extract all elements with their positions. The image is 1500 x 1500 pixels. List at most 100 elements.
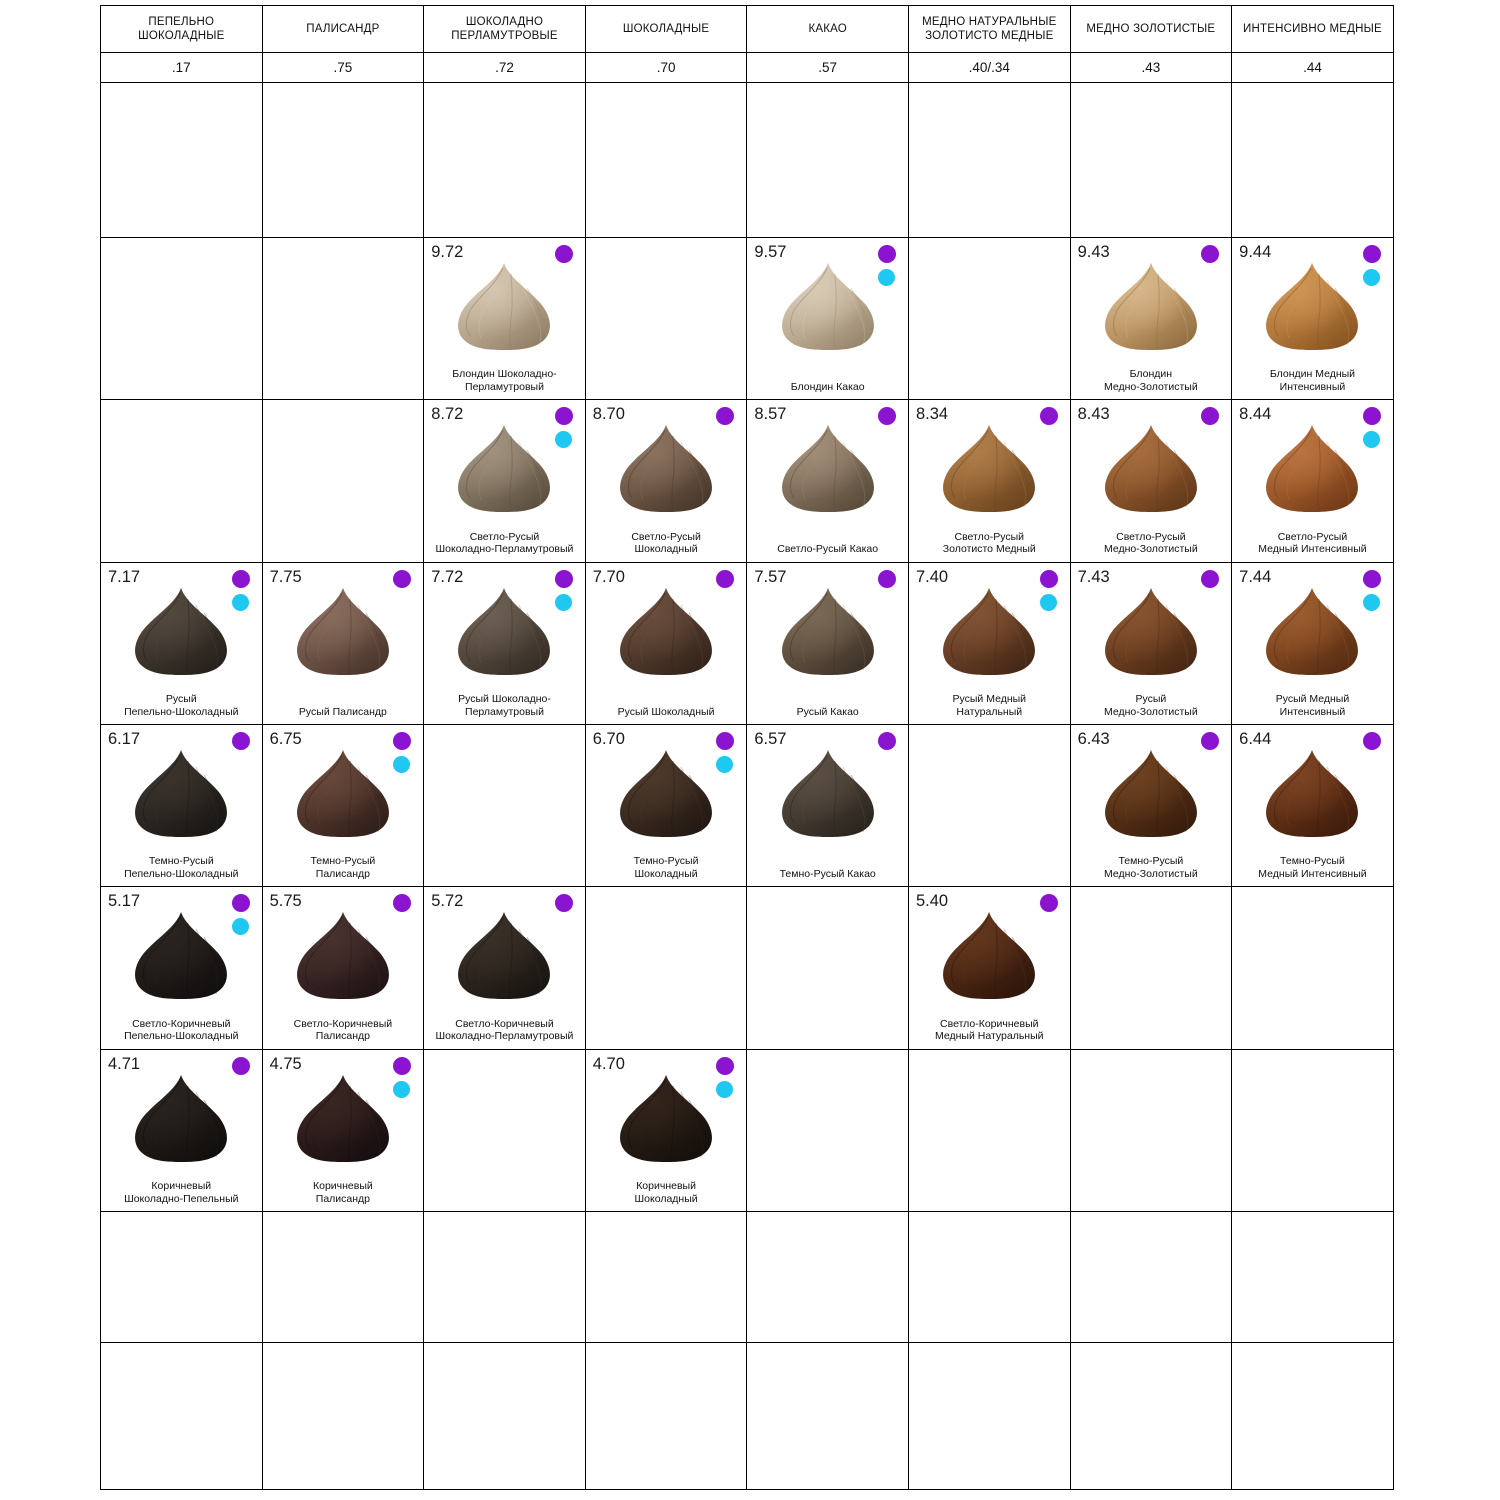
purple-marker-icon (554, 894, 573, 913)
shade-cell[interactable]: 8.57 Светло-Русый Какао (746, 399, 909, 563)
shade-cell[interactable]: 7.57 Русый Какао (746, 561, 909, 726)
shade-swatch[interactable]: 9.43 Блондин Медно-Золотистый (1071, 238, 1232, 399)
shade-swatch[interactable]: 8.57 Светло-Русый Какао (747, 400, 908, 561)
empty-cell (907, 81, 1071, 239)
shade-cell[interactable]: 8.43 Светло-Русый Медно-Золотистый (1069, 399, 1233, 563)
shade-swatch[interactable]: 5.75 Светло-Коричневый Палисандр (263, 887, 424, 1048)
shade-swatch[interactable]: 7.75 Русый Палисандр (263, 563, 424, 724)
hair-swatch-icon (458, 587, 551, 675)
shade-cell[interactable]: 9.72 Блондин Шоколадно- Перламутровый (423, 237, 586, 401)
empty-cell (1069, 81, 1233, 239)
shade-swatch[interactable]: 7.70 Русый Шоколадный (586, 563, 747, 724)
purple-marker-icon (1201, 732, 1220, 751)
shade-cell[interactable]: 8.70 Светло-Русый Шоколадный (584, 399, 748, 563)
shade-cell[interactable]: 8.34 Светло-Русый Золотисто Медный (907, 399, 1071, 563)
shade-swatch[interactable]: 5.72 Светло-Коричневый Шоколадно-Перламут… (424, 887, 585, 1048)
hair-swatch-icon (458, 425, 551, 513)
shade-swatch[interactable]: 8.70 Светло-Русый Шоколадный (586, 400, 747, 561)
empty-cell (907, 237, 1071, 401)
shade-name: Светло-Коричневый Шоколадно-Перламутровый (428, 1018, 581, 1043)
shade-cell[interactable]: 5.17 Светло-Коричневый Пепельно-Шоколадны… (100, 886, 263, 1050)
shade-name-line: Темно-Русый (633, 855, 699, 868)
empty-cell (423, 724, 586, 888)
shade-swatch[interactable]: 5.17 Светло-Коричневый Пепельно-Шоколадны… (101, 887, 262, 1048)
hair-color-chart: ПЕПЕЛЬНО ШОКОЛАДНЫЕ ПАЛИСАНДР ШОКОЛАДНО ПЕРЛ… (100, 5, 1394, 1490)
shade-swatch[interactable]: 7.17 Русый Пепельно-Шоколадный (101, 563, 262, 724)
empty-cell (584, 1342, 748, 1490)
shade-cell[interactable]: 7.70 Русый Шоколадный (584, 561, 748, 726)
shade-number: 5.40 (915, 892, 949, 911)
shade-swatch[interactable]: 7.40 Русый Медный Натуральный (909, 563, 1070, 724)
column-header: КАКАО (746, 5, 909, 53)
shade-swatch[interactable]: 6.70 Темно-Русый Шоколадный (586, 725, 747, 886)
shade-cell[interactable]: 7.43 Русый Медно-Золотистый (1069, 561, 1233, 726)
shade-cell[interactable]: 6.75 Темно-Русый Палисандр (261, 724, 425, 888)
shade-cell[interactable]: 4.71 Коричневый Шоколадно-Пепельный (100, 1048, 263, 1213)
shade-swatch[interactable]: 9.57 Блондин Какао (747, 238, 908, 399)
shade-name: Темно-Русый Шоколадный (590, 855, 743, 880)
shade-swatch[interactable]: 4.75 Коричневый Палисандр (263, 1050, 424, 1211)
shade-swatch[interactable]: 9.44 Блондин Медный Интенсивный (1232, 238, 1393, 399)
shade-cell[interactable]: 4.70 Коричневый Шоколадный (584, 1048, 748, 1213)
shade-number: 5.17 (108, 892, 141, 911)
cyan-marker-icon (1039, 593, 1057, 611)
shade-swatch[interactable]: 6.57 Темно-Русый Какао (747, 725, 908, 886)
shade-cell[interactable]: 6.70 Темно-Русый Шоколадный (584, 724, 748, 888)
shade-swatch[interactable]: 8.34 Светло-Русый Золотисто Медный (909, 400, 1070, 561)
shade-cell[interactable]: 7.72 Русый Шоколадно- Перламутровый (423, 561, 586, 726)
shade-number: 7.75 (269, 567, 302, 586)
shade-cell[interactable]: 7.44 Русый Медный Интенсивный (1231, 561, 1394, 726)
shade-number: 7.43 (1077, 567, 1110, 586)
empty-cell (261, 1342, 425, 1490)
shade-swatch[interactable]: 5.40 Светло-Коричневый Медный Натуральный (909, 887, 1070, 1048)
shade-cell[interactable]: 6.17 Темно-Русый Пепельно-Шоколадный (100, 724, 263, 888)
shade-swatch[interactable]: 6.43 Темно-Русый Медно-Золотистый (1071, 725, 1232, 886)
shade-cell[interactable]: 9.57 Блондин Какао (746, 237, 909, 401)
column-code: .44 (1231, 51, 1394, 84)
shade-swatch[interactable]: 8.44 Светло-Русый Медный Интенсивный (1232, 400, 1393, 561)
shade-swatch[interactable]: 9.72 Блондин Шоколадно- Перламутровый (424, 238, 585, 399)
shade-cell[interactable]: 5.40 Светло-Коричневый Медный Натуральный (907, 886, 1071, 1050)
shade-swatch[interactable]: 7.43 Русый Медно-Золотистый (1071, 563, 1232, 724)
hair-swatch-icon (943, 912, 1036, 1000)
shade-number: 7.57 (754, 567, 787, 586)
shade-swatch[interactable]: 6.75 Темно-Русый Палисандр (263, 725, 424, 886)
shade-swatch[interactable]: 4.71 Коричневый Шоколадно-Пепельный (101, 1050, 262, 1211)
shade-cell[interactable]: 5.72 Светло-Коричневый Шоколадно-Перламут… (423, 886, 586, 1050)
shade-cell[interactable]: 6.57 Темно-Русый Какао (746, 724, 909, 888)
shade-cell[interactable]: 8.72 Светло-Русый Шоколадно-Перламутровый (423, 399, 586, 563)
shade-number: 6.75 (269, 730, 302, 749)
shade-swatch[interactable]: 8.43 Светло-Русый Медно-Золотистый (1071, 400, 1232, 561)
shade-cell[interactable]: 9.44 Блондин Медный Интенсивный (1231, 237, 1394, 401)
shade-swatch[interactable]: 7.72 Русый Шоколадно- Перламутровый (424, 563, 585, 724)
shade-swatch[interactable]: 8.72 Светло-Русый Шоколадно-Перламутровый (424, 400, 585, 561)
shade-cell[interactable]: 5.75 Светло-Коричневый Палисандр (261, 886, 425, 1050)
shade-swatch[interactable]: 7.44 Русый Медный Интенсивный (1232, 563, 1393, 724)
column-code: .75 (261, 51, 425, 84)
column-header-line: ШОКОЛАДНО (465, 15, 544, 28)
shade-name: Светло-Русый Медный Интенсивный (1236, 531, 1389, 556)
shade-swatch[interactable]: 7.57 Русый Какао (747, 563, 908, 724)
shade-name-line: Медно-Золотистый (1104, 543, 1198, 556)
empty-cell (907, 724, 1071, 888)
shade-cell[interactable]: 6.44 Темно-Русый Медный Интенсивный (1231, 724, 1394, 888)
shade-cell[interactable]: 4.75 Коричневый Палисандр (261, 1048, 425, 1213)
purple-marker-icon (231, 569, 250, 588)
shade-cell[interactable]: 8.44 Светло-Русый Медный Интенсивный (1231, 399, 1394, 563)
shade-swatch[interactable]: 6.17 Темно-Русый Пепельно-Шоколадный (101, 725, 262, 886)
cyan-marker-icon (1362, 431, 1380, 449)
shade-swatch[interactable]: 4.70 Коричневый Шоколадный (586, 1050, 747, 1211)
shade-cell[interactable]: 7.17 Русый Пепельно-Шоколадный (100, 561, 263, 726)
shade-cell[interactable]: 7.40 Русый Медный Натуральный (907, 561, 1071, 726)
shade-name-line: Русый Шоколадный (617, 705, 715, 718)
shade-number: 9.43 (1077, 243, 1110, 262)
shade-cell[interactable]: 7.75 Русый Палисандр (261, 561, 425, 726)
shade-cell[interactable]: 6.43 Темно-Русый Медно-Золотистый (1069, 724, 1233, 888)
empty-cell (1231, 81, 1394, 239)
table-row: 9.72 Блондин Шоколадно- Перламутровый 9.57 (100, 237, 1394, 401)
shade-swatch[interactable]: 6.44 Темно-Русый Медный Интенсивный (1232, 725, 1393, 886)
empty-cell (100, 1342, 263, 1490)
shade-name-line: Шоколадный (634, 1192, 698, 1205)
purple-marker-icon (393, 569, 412, 588)
shade-cell[interactable]: 9.43 Блондин Медно-Золотистый (1069, 237, 1233, 401)
